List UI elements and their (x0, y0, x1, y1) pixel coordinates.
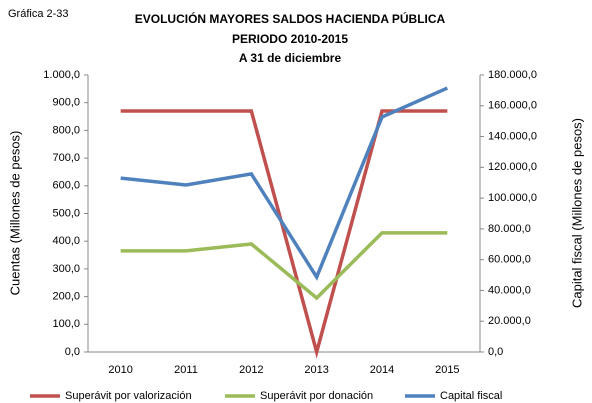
x-tick-label: 2014 (370, 364, 394, 376)
y-axis-title: Cuentas (Millones de pesos) (7, 131, 22, 296)
y2-tick-label: 120.000,0 (488, 161, 537, 173)
y-tick-label: 700,0 (52, 152, 80, 164)
y-tick-label: 500,0 (52, 207, 80, 219)
y-tick-label: 800,0 (52, 124, 80, 136)
line-series (120, 86, 449, 281)
legend-label: Superávit por donación (260, 390, 373, 402)
y-tick-label: 1.000,0 (43, 69, 80, 81)
chart-subtitle: PERIODO 2010-2015 (232, 32, 348, 46)
y2-tick-label: 100.000,0 (488, 192, 537, 204)
y-tick-label: 200,0 (52, 291, 80, 303)
y2-tick-label: 0,0 (488, 346, 503, 358)
legend-label: Superávit por valorización (65, 390, 192, 402)
chart-title: EVOLUCIÓN MAYORES SALDOS HACIENDA PÚBLIC… (135, 11, 446, 26)
x-tick-label: 2010 (108, 364, 132, 376)
y2-axis-title: Capital fiscal (Millones de pesos) (569, 118, 584, 308)
x-tick-label: 2015 (435, 364, 459, 376)
y2-tick-label: 80.000,0 (488, 223, 531, 235)
y2-tick-label: 40.000,0 (488, 284, 531, 296)
y2-tick-label: 160.000,0 (488, 100, 537, 112)
y2-tick-label: 20.000,0 (488, 315, 531, 327)
y-tick-label: 100,0 (52, 318, 80, 330)
x-tick-label: 2011 (174, 364, 198, 376)
y-tick-label: 300,0 (52, 263, 80, 275)
chart-subtitle: A 31 de diciembre (239, 51, 342, 65)
y-tick-label: 400,0 (52, 235, 80, 247)
y2-tick-label: 180.000,0 (488, 69, 537, 81)
line-series (120, 231, 448, 301)
y2-tick-label: 140.000,0 (488, 130, 537, 142)
x-tick-label: 2013 (304, 364, 328, 376)
legend-label: Capital fiscal (440, 390, 502, 402)
y-tick-label: 600,0 (52, 180, 80, 192)
y-tick-label: 900,0 (52, 97, 80, 109)
y-tick-label: 0,0 (65, 346, 80, 358)
y2-tick-label: 60.000,0 (488, 254, 531, 266)
x-tick-label: 2012 (239, 364, 263, 376)
figure-label: Gráfica 2-33 (8, 8, 69, 20)
